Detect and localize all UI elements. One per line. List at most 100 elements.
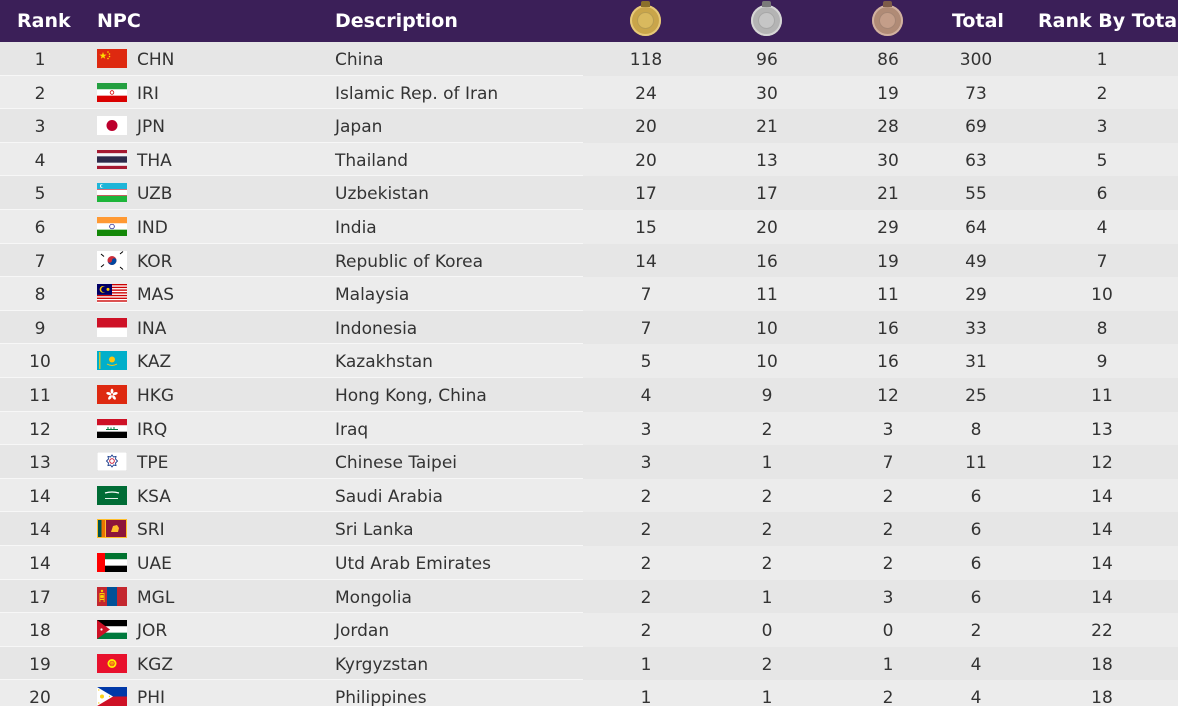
table-row[interactable]: 17 MGL Mongolia 2 1 3 6 14 <box>0 579 1178 614</box>
row-divider <box>0 410 583 412</box>
table-row[interactable]: 14 SRI Sri Lanka 2 2 2 6 14 <box>0 512 1178 546</box>
table-row[interactable]: 1 CHN China 118 96 86 300 1 <box>0 42 1178 76</box>
silver-count-cell: 2 <box>761 419 773 440</box>
total-cell: 49 <box>965 251 987 272</box>
table-row[interactable]: 10 KAZ Kazakhstan 5 10 16 31 9 <box>0 344 1178 378</box>
table-row[interactable]: 14 KSA Saudi Arabia 2 2 2 6 14 <box>0 478 1178 513</box>
rank-cell: 14 <box>29 554 51 574</box>
rank-cell: 10 <box>29 352 51 373</box>
bronze-medal-icon[interactable] <box>872 1 903 36</box>
jordan-flag-icon <box>97 620 127 640</box>
silver-count-cell: 21 <box>756 117 778 138</box>
rank-cell: 4 <box>34 150 46 171</box>
npc-code-cell: IRQ <box>137 419 168 440</box>
total-cell: 8 <box>970 419 982 440</box>
table-row[interactable]: 19 KGZ Kyrgyzstan 1 2 1 4 18 <box>0 646 1178 681</box>
description-cell: China <box>335 50 384 70</box>
table-row[interactable]: 12 IRQ Iraq 3 2 3 8 13 <box>0 411 1178 446</box>
description-cell: Hong Kong, China <box>335 386 487 406</box>
gold-count-cell: 5 <box>640 352 652 373</box>
table-row[interactable]: 7 KOR Republic of Korea 14 16 19 49 7 <box>0 243 1178 278</box>
description-cell: Indonesia <box>335 318 418 339</box>
bronze-count-cell: 21 <box>877 184 899 205</box>
bronze-count-cell: 16 <box>877 318 899 339</box>
gold-count-cell: 2 <box>640 486 652 507</box>
gold-count-cell: 2 <box>640 587 652 608</box>
rank-cell: 1 <box>34 50 46 70</box>
table-row[interactable]: 2 IRI Islamic Rep. of Iran 24 30 19 73 2 <box>0 75 1178 110</box>
total-cell: 29 <box>965 285 987 306</box>
table-row[interactable]: 11 HKG Hong Kong, China 4 9 12 25 11 <box>0 378 1178 412</box>
npc-code-cell: KGZ <box>137 654 173 675</box>
korea-flag-icon <box>97 250 127 270</box>
gold-count-cell: 7 <box>640 285 652 306</box>
rank-by-total-cell: 10 <box>1091 285 1113 306</box>
rank-by-total-cell: 2 <box>1096 83 1108 104</box>
row-divider <box>0 544 583 546</box>
gold-count-cell: 15 <box>635 218 657 238</box>
bronze-count-cell: 12 <box>877 386 899 406</box>
rank-by-total-cell: 12 <box>1091 453 1113 474</box>
gold-count-cell: 2 <box>640 554 652 574</box>
npc-code-cell: SRI <box>137 520 165 541</box>
header-description[interactable]: Description <box>335 10 458 32</box>
silver-count-cell: 16 <box>756 251 778 272</box>
rank-cell: 3 <box>34 117 46 138</box>
silver-count-cell: 10 <box>756 352 778 373</box>
description-cell: India <box>335 218 377 238</box>
npc-code-cell: INA <box>137 318 167 339</box>
header-total[interactable]: Total <box>952 10 1004 32</box>
thailand-flag-icon <box>97 149 127 169</box>
chinese-taipei-flag-icon <box>97 452 127 472</box>
header-npc[interactable]: NPC <box>97 10 141 32</box>
total-cell: 2 <box>970 621 982 642</box>
china-flag-icon <box>97 49 127 68</box>
bronze-count-cell: 7 <box>882 453 894 474</box>
bronze-count-cell: 2 <box>882 688 894 706</box>
table-row[interactable]: 20 PHI Philippines 1 1 2 4 18 <box>0 680 1178 706</box>
description-cell: Islamic Rep. of Iran <box>335 83 499 104</box>
table-row[interactable]: 13 TPE Chinese Taipei 3 1 7 11 12 <box>0 445 1178 479</box>
bronze-count-cell: 19 <box>877 83 899 104</box>
rank-by-total-cell: 14 <box>1091 554 1113 574</box>
gold-count-cell: 20 <box>635 150 657 171</box>
table-row[interactable]: 9 INA Indonesia 7 10 16 33 8 <box>0 310 1178 345</box>
table-row[interactable]: 4 THA Thailand 20 13 30 63 5 <box>0 142 1178 177</box>
silver-medal-icon[interactable] <box>751 1 782 36</box>
silver-count-cell: 10 <box>756 318 778 339</box>
bronze-count-cell: 11 <box>877 285 899 306</box>
gold-count-cell: 2 <box>640 520 652 541</box>
silver-count-cell: 2 <box>761 486 773 507</box>
hong-kong-flag-icon <box>97 385 127 404</box>
gold-count-cell: 1 <box>640 688 652 706</box>
silver-count-cell: 2 <box>761 554 773 574</box>
header-rank-by-total[interactable]: Rank By Total <box>1038 10 1178 32</box>
total-cell: 4 <box>970 654 982 675</box>
kazakhstan-flag-icon <box>97 351 127 371</box>
header-rank[interactable]: Rank <box>17 10 71 32</box>
rank-by-total-cell: 11 <box>1091 386 1113 406</box>
silver-count-cell: 20 <box>756 218 778 238</box>
bronze-count-cell: 16 <box>877 352 899 373</box>
description-cell: Utd Arab Emirates <box>335 554 491 574</box>
total-cell: 73 <box>965 83 987 104</box>
rank-cell: 12 <box>29 419 51 440</box>
total-cell: 63 <box>965 150 987 171</box>
rank-cell: 17 <box>29 587 51 608</box>
table-row[interactable]: 5 UZB Uzbekistan 17 17 21 55 6 <box>0 176 1178 210</box>
bronze-count-cell: 28 <box>877 117 899 138</box>
npc-code-cell: JOR <box>137 621 168 642</box>
row-divider <box>0 679 583 681</box>
total-cell: 6 <box>970 587 982 608</box>
table-row[interactable]: 18 JOR Jordan 2 0 0 2 22 <box>0 613 1178 647</box>
gold-medal-icon[interactable] <box>630 1 661 36</box>
npc-code-cell: JPN <box>137 117 165 138</box>
description-cell: Iraq <box>335 419 369 440</box>
table-row[interactable]: 6 IND India 15 20 29 64 4 <box>0 210 1178 244</box>
table-row[interactable]: 3 JPN Japan 20 21 28 69 3 <box>0 109 1178 143</box>
row-divider <box>0 477 583 479</box>
table-row[interactable]: 8 MAS Malaysia 7 11 11 29 10 <box>0 277 1178 311</box>
table-row[interactable]: 14 UAE Utd Arab Emirates 2 2 2 6 14 <box>0 546 1178 580</box>
npc-code-cell: CHN <box>137 50 175 70</box>
npc-code-cell: MAS <box>137 285 175 306</box>
